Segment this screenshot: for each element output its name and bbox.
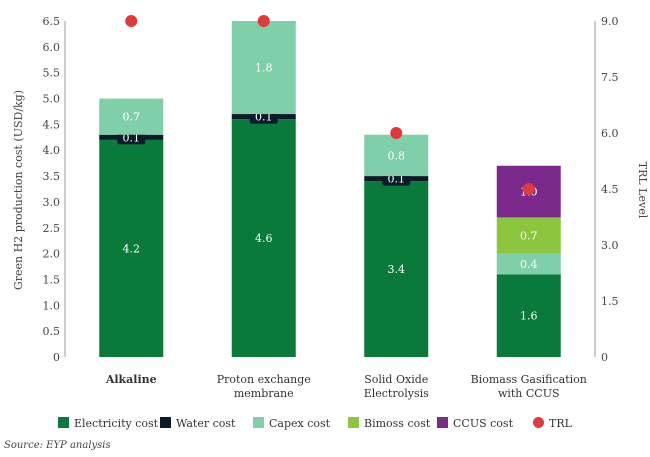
y-tick-label: 2.0	[43, 248, 61, 261]
data-label: 4.6	[255, 232, 273, 245]
bar-segment	[496, 253, 561, 275]
data-label: 1.6	[520, 310, 538, 323]
bar-segment	[231, 21, 296, 115]
y-axis-right: 0 1.5 3.0 4.5 6.0 7.5 9.0	[594, 15, 619, 364]
bar-segment	[364, 181, 429, 357]
y-tick-label: 4.5	[43, 118, 61, 131]
category-label: Proton exchange	[217, 373, 311, 386]
y-tick-label: 2.5	[43, 222, 61, 235]
bar-segment	[99, 98, 164, 135]
y-tick-label: 5.5	[43, 67, 61, 80]
trl-point	[257, 15, 270, 27]
y-tick-label: 6.0	[43, 41, 61, 54]
legend-swatch	[437, 417, 448, 428]
legend-label: TRL	[549, 417, 573, 430]
y2-tick-label: 6.0	[601, 127, 619, 140]
y2-tick-label: 1.5	[601, 295, 619, 308]
y-tick-label: 3.5	[43, 170, 61, 183]
category-label: Biomass Gasification	[471, 373, 587, 386]
legend-swatch	[533, 417, 544, 428]
y2-tick-label: 7.5	[601, 71, 619, 84]
legend-swatch	[58, 417, 69, 428]
trl-point	[522, 183, 535, 195]
bar-segment	[496, 217, 561, 254]
bar-segment	[496, 274, 561, 357]
legend: Electricity cost Water cost Capex cost Bimo…	[58, 417, 573, 430]
y-tick-label: 0.5	[43, 325, 61, 338]
trl-markers	[125, 15, 535, 195]
bar-segment	[364, 134, 429, 177]
y-tick-label: 4.0	[43, 144, 61, 157]
y-tick-label: 5.0	[43, 93, 61, 106]
y2-tick-label: 4.5	[601, 183, 619, 196]
chart: 0 0.5 1.0 1.5 2.0 2.5 3.0 3.5 4.0 4.5 5.0 5.5 6.0 6.5…	[12, 15, 649, 430]
y-tick-label: 1.0	[43, 299, 61, 312]
y-tick-label: 1.5	[43, 273, 61, 286]
category-label: Solid Oxide	[364, 373, 428, 386]
y2-tick-label: 3.0	[601, 239, 619, 252]
category-label: membrane	[234, 387, 294, 400]
y2-tick-label: 0	[601, 351, 608, 364]
legend-label: Capex cost	[269, 417, 331, 430]
category-label: with CCUS	[498, 387, 560, 400]
data-label: 0.7	[520, 230, 538, 243]
data-label: 0.7	[123, 111, 141, 124]
y-tick-label: 6.5	[43, 15, 61, 28]
data-label: 4.2	[123, 242, 141, 255]
y-tick-label: 0	[53, 351, 60, 364]
y2-tick-label: 9.0	[601, 15, 619, 28]
y-axis-title: Green H2 production cost (USD/kg)	[12, 90, 25, 290]
source-note: Source: EYP analysis	[4, 440, 111, 451]
bar-segment	[231, 119, 296, 357]
bar-segment	[99, 139, 164, 357]
legend-swatch	[348, 417, 359, 428]
category-label: Alkaline	[105, 373, 157, 386]
category-label: Electrolysis	[364, 387, 429, 400]
data-label: 0.4	[520, 258, 538, 271]
trl-point	[125, 15, 138, 27]
legend-label: Water cost	[176, 417, 236, 430]
y-axis-left: 0 0.5 1.0 1.5 2.0 2.5 3.0 3.5 4.0 4.5 5.0 5.5 6.0 6.5	[43, 15, 66, 364]
y-tick-label: 3.0	[43, 196, 61, 209]
data-label: 1.8	[255, 62, 273, 75]
legend-swatch	[160, 417, 171, 428]
legend-label: Bimoss cost	[364, 417, 431, 430]
data-label: 0.8	[388, 149, 406, 162]
bars: 4.20.10.74.60.11.83.40.10.81.60.40.71.0	[99, 21, 561, 357]
legend-label: CCUS cost	[453, 417, 514, 430]
legend-label: Electricity cost	[74, 417, 159, 430]
y2-axis-title: TRL Level	[636, 162, 649, 219]
trl-point	[390, 127, 403, 139]
legend-swatch	[253, 417, 264, 428]
data-label: 3.4	[388, 263, 406, 276]
